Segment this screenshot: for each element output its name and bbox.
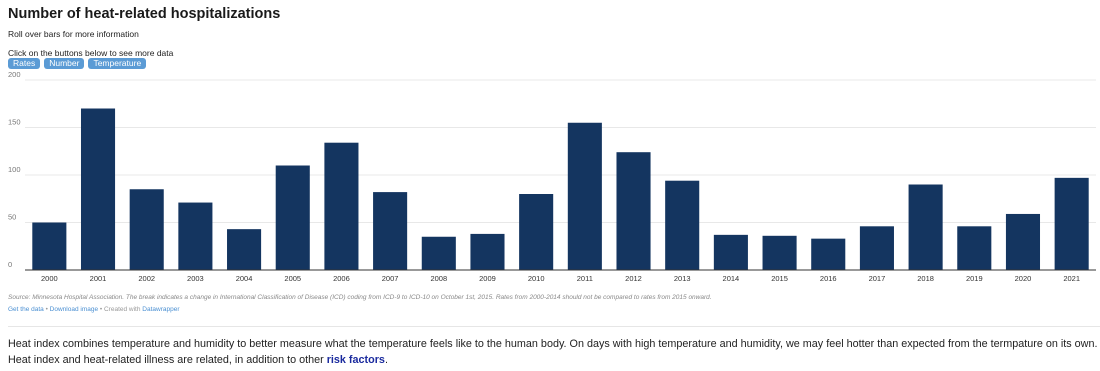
bar[interactable] xyxy=(665,180,700,270)
source-note: Source: Minnesota Hospital Association. … xyxy=(8,294,712,301)
x-tick-label: 2014 xyxy=(723,274,740,283)
bar[interactable] xyxy=(227,229,262,270)
datawrapper-link[interactable]: Datawrapper xyxy=(142,306,180,313)
data-toggle-buttons: Rates Number Temperature xyxy=(8,58,147,69)
chart-subtitle: Roll over bars for more information xyxy=(8,29,139,39)
x-tick-label: 2004 xyxy=(236,274,253,283)
bar[interactable] xyxy=(908,184,943,271)
footer-separator: • xyxy=(43,306,50,313)
bar[interactable] xyxy=(567,122,602,270)
x-tick-label: 2006 xyxy=(333,274,350,283)
paragraph-end: . xyxy=(384,354,388,366)
number-button[interactable]: Number xyxy=(44,58,85,69)
y-tick-label: 0 xyxy=(8,260,12,269)
bar[interactable] xyxy=(1054,177,1089,270)
bar[interactable] xyxy=(178,202,213,270)
bar[interactable] xyxy=(616,152,651,270)
bar[interactable] xyxy=(32,222,67,271)
created-with-text: • Created with xyxy=(98,306,143,313)
x-tick-label: 2005 xyxy=(284,274,301,283)
x-tick-label: 2011 xyxy=(577,274,593,283)
x-tick-label: 2007 xyxy=(382,274,399,283)
bar[interactable] xyxy=(1005,213,1041,270)
x-tick-label: 2001 xyxy=(90,274,107,283)
temperature-button[interactable]: Temperature xyxy=(88,58,147,69)
bar[interactable] xyxy=(275,165,310,271)
get-the-data-link[interactable]: Get the data xyxy=(8,306,44,313)
x-tick-label: 2012 xyxy=(625,274,642,283)
risk-factors-link[interactable]: risk factors xyxy=(326,354,385,366)
x-tick-label: 2000 xyxy=(41,274,58,283)
bar[interactable] xyxy=(324,142,359,270)
x-tick-label: 2016 xyxy=(820,274,837,283)
x-tick-label: 2019 xyxy=(966,274,983,283)
chart-footer-links: Get the data • Download image • Created … xyxy=(8,306,180,313)
bar-chart: 0 50 100 150 200 2000 2001 2002 2003 2004 2005 2006… xyxy=(8,70,1096,283)
bar[interactable] xyxy=(519,194,554,270)
x-tick-label: 2002 xyxy=(138,274,155,283)
bar[interactable] xyxy=(373,192,408,270)
section-divider xyxy=(8,326,1100,327)
bar[interactable] xyxy=(713,234,748,270)
bar[interactable] xyxy=(80,108,116,271)
x-tick-label: 2021 xyxy=(1063,274,1080,283)
download-image-link[interactable]: Download image xyxy=(49,306,99,313)
y-tick-label: 200 xyxy=(8,70,21,79)
heat-index-paragraph: Heat index combines temperature and humi… xyxy=(8,336,1100,368)
bar[interactable] xyxy=(421,236,456,270)
bar[interactable] xyxy=(957,226,992,270)
bar[interactable] xyxy=(811,238,846,270)
bar[interactable] xyxy=(470,233,505,270)
x-tick-label: 2015 xyxy=(771,274,788,283)
bar[interactable] xyxy=(129,189,164,270)
y-tick-label: 100 xyxy=(8,165,21,174)
bar[interactable] xyxy=(859,226,894,270)
button-instruction: Click on the buttons below to see more d… xyxy=(8,48,174,58)
x-tick-label: 2009 xyxy=(479,274,496,283)
y-tick-label: 150 xyxy=(8,118,21,127)
x-tick-label: 2020 xyxy=(1015,274,1032,283)
x-tick-label: 2017 xyxy=(869,274,886,283)
chart-title: Number of heat-related hospitalizations xyxy=(8,6,281,22)
bar[interactable] xyxy=(762,235,797,270)
x-tick-label: 2008 xyxy=(430,274,447,283)
rates-button[interactable]: Rates xyxy=(8,58,41,69)
x-tick-label: 2018 xyxy=(917,274,934,283)
y-tick-label: 50 xyxy=(8,213,16,222)
x-tick-label: 2010 xyxy=(528,274,545,283)
x-tick-label: 2003 xyxy=(187,274,204,283)
paragraph-text: Heat index combines temperature and humi… xyxy=(8,338,1098,366)
x-tick-label: 2013 xyxy=(674,274,691,283)
